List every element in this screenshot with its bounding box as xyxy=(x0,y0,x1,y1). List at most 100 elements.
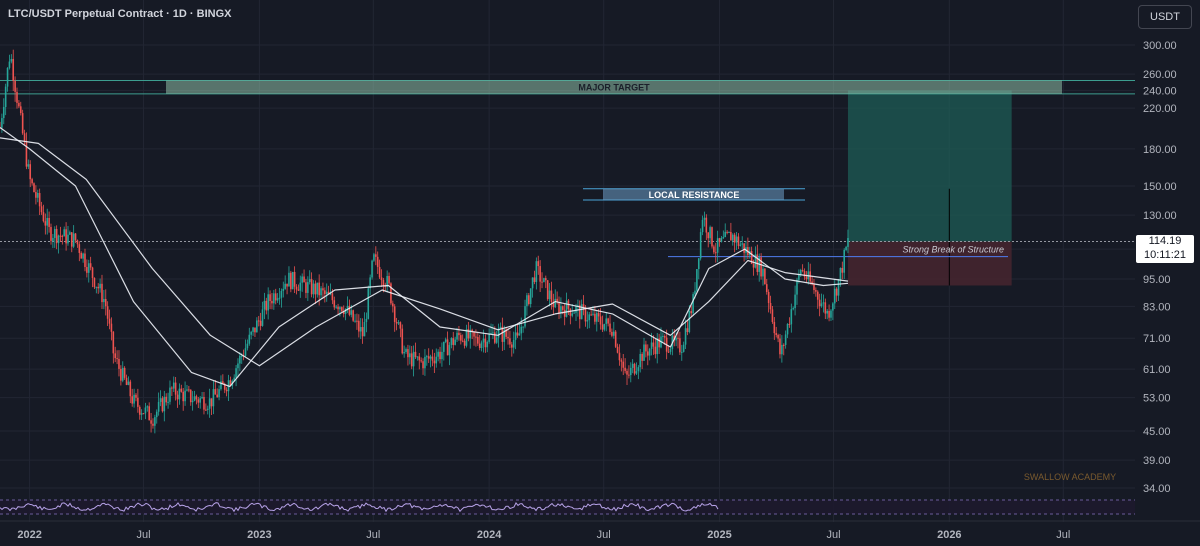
candle-body xyxy=(19,106,22,114)
candle-body xyxy=(197,399,200,403)
candle-body xyxy=(484,338,487,348)
candle-body xyxy=(50,226,52,241)
candle-body xyxy=(267,294,269,311)
candle-body xyxy=(684,328,687,345)
candle-body xyxy=(208,398,211,409)
candle-body xyxy=(42,212,45,222)
candle-body xyxy=(782,344,785,346)
candle-body xyxy=(95,286,98,288)
candle-body xyxy=(135,394,137,398)
candle-body xyxy=(93,277,96,288)
candle-body xyxy=(497,328,500,338)
candle-body xyxy=(426,356,428,358)
candle-body xyxy=(699,232,702,259)
candle-body xyxy=(511,344,513,348)
candle-body xyxy=(799,270,802,275)
watermark: SWALLOW ACADEMY xyxy=(1024,472,1116,482)
candle-body xyxy=(499,326,502,329)
candle-body xyxy=(477,337,479,344)
candle-body xyxy=(537,261,540,267)
candle-body xyxy=(159,398,162,402)
candle-body xyxy=(573,312,575,314)
candle-body xyxy=(254,327,256,333)
candle-body xyxy=(65,229,67,244)
candle-body xyxy=(59,235,62,237)
candle-body xyxy=(563,309,566,317)
y-tick-label: 260.00 xyxy=(1143,69,1177,81)
candle-body xyxy=(643,344,645,361)
candle-body xyxy=(682,344,685,352)
candle-body xyxy=(248,334,251,344)
y-tick-label: 300.00 xyxy=(1143,40,1177,52)
candle-body xyxy=(97,286,100,289)
candle-body xyxy=(146,406,149,408)
candle-body xyxy=(692,294,694,314)
candle-body xyxy=(461,340,464,342)
candle-body xyxy=(235,368,237,378)
candle-body xyxy=(116,358,118,360)
candle-body xyxy=(38,193,41,207)
candle-body xyxy=(191,400,194,403)
candle-body xyxy=(291,271,294,290)
candle-body xyxy=(380,277,383,280)
candle-body xyxy=(620,360,623,362)
candle-body xyxy=(310,279,313,295)
candle-body xyxy=(779,338,781,355)
y-tick-label: 39.00 xyxy=(1143,455,1171,467)
candle-body xyxy=(414,351,417,358)
candle-body xyxy=(775,333,778,335)
candle-body xyxy=(546,280,549,300)
candle-body xyxy=(67,234,69,244)
candle-body xyxy=(465,329,468,346)
candle-body xyxy=(580,304,583,320)
candle-body xyxy=(609,323,611,332)
candle-body xyxy=(669,348,672,352)
candle-body xyxy=(288,272,290,287)
y-tick-label: 45.00 xyxy=(1143,426,1171,438)
candle-body xyxy=(76,240,79,245)
candle-body xyxy=(522,326,524,328)
candle-body xyxy=(29,164,32,180)
candle-body xyxy=(301,276,303,283)
candle-body xyxy=(830,310,832,318)
y-tick-label: 71.00 xyxy=(1143,333,1171,345)
candle-body xyxy=(256,320,258,333)
candle-body xyxy=(762,268,764,277)
candle-body xyxy=(257,320,260,322)
candle-body xyxy=(216,394,218,398)
stop-box xyxy=(847,241,1012,286)
candle-body xyxy=(705,217,708,233)
local-resistance-zone xyxy=(603,188,784,201)
candle-body xyxy=(469,329,472,339)
candle-body xyxy=(599,316,602,325)
candle-body xyxy=(631,363,634,368)
candle-body xyxy=(648,348,651,356)
candle-body xyxy=(295,286,298,290)
candle-body xyxy=(801,270,804,272)
candle-body xyxy=(656,338,659,355)
candle-body xyxy=(265,300,268,311)
candle-body xyxy=(112,331,115,354)
candle-body xyxy=(618,352,621,361)
candle-body xyxy=(694,290,696,295)
candle-body xyxy=(680,351,683,353)
last-price-value: 114.19 xyxy=(1148,235,1182,247)
candle-body xyxy=(590,314,592,316)
candle-body xyxy=(86,266,88,273)
candle-body xyxy=(169,387,171,402)
candle-body xyxy=(603,323,606,330)
candle-body xyxy=(677,337,679,339)
candle-body xyxy=(205,409,207,411)
candle-body xyxy=(422,361,424,369)
candle-body xyxy=(482,338,485,343)
candle-body xyxy=(171,387,173,389)
x-tick-label: Jul xyxy=(1056,529,1070,541)
candle-body xyxy=(524,306,526,327)
candle-body xyxy=(305,282,307,293)
candle-body xyxy=(314,283,317,295)
candle-body xyxy=(492,332,494,334)
currency-button[interactable]: USDT xyxy=(1138,5,1192,29)
candle-body xyxy=(282,288,285,291)
candle-body xyxy=(646,351,649,356)
